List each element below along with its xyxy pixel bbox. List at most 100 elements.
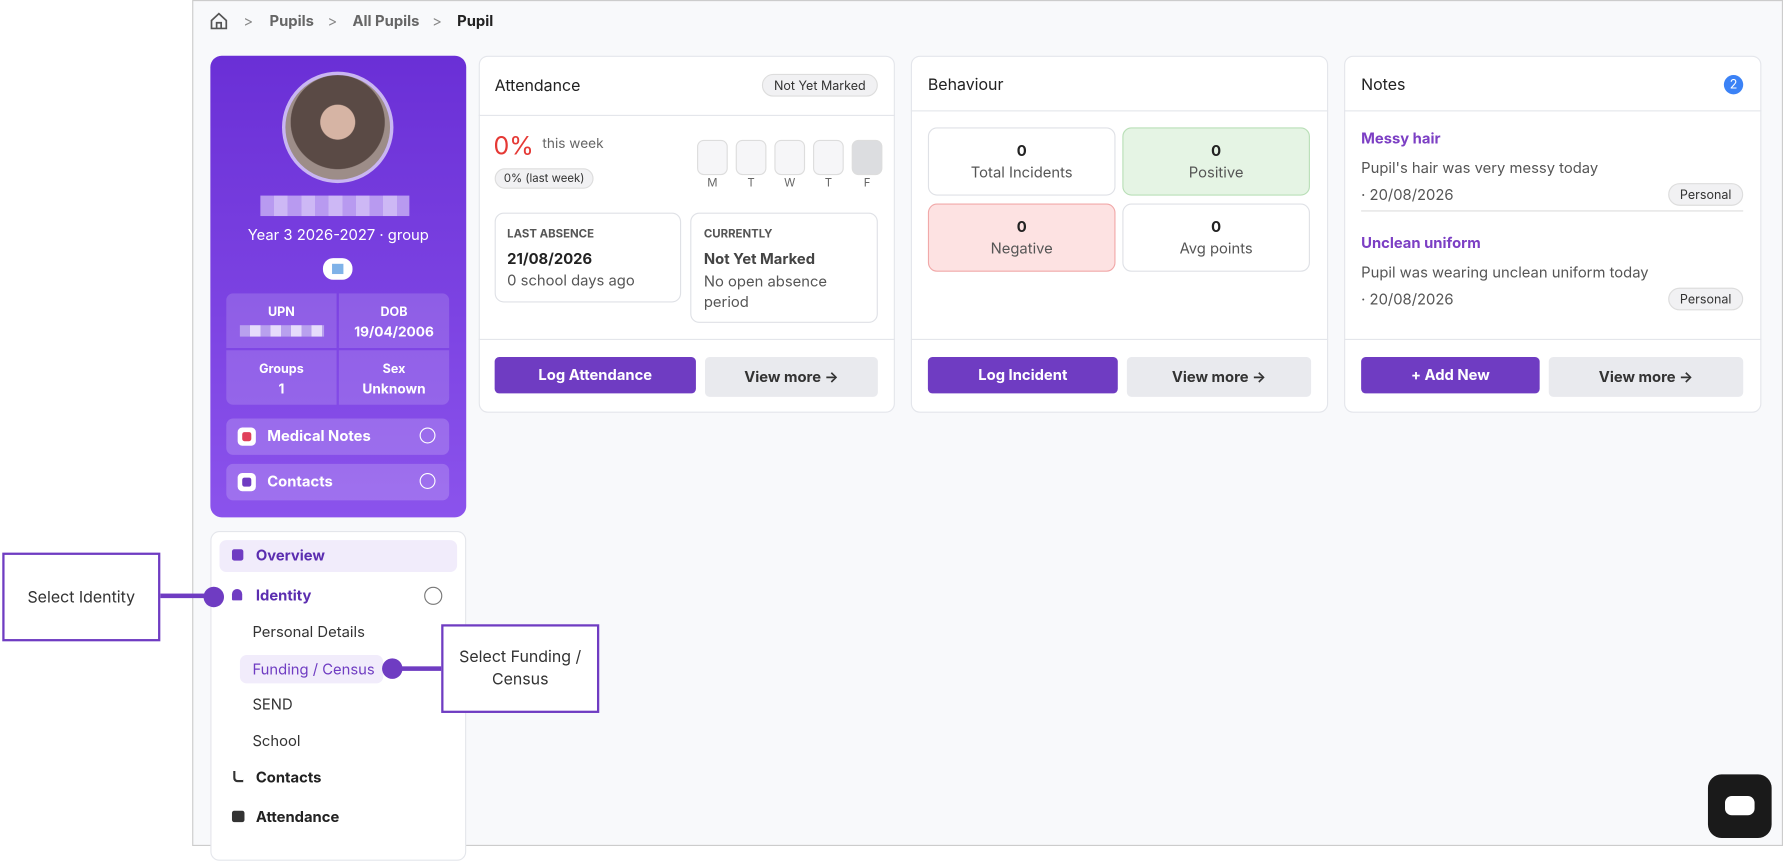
medical-notes-toggle[interactable]: Medical Notes — [226, 418, 450, 455]
note-tag: Personal — [1668, 183, 1744, 206]
last-week-badge: 0% (last week) — [494, 168, 594, 189]
note-date: · 20/08/2026 — [1361, 186, 1454, 205]
nav-item[interactable]: Attendance — [255, 808, 340, 827]
callout-line — [160, 593, 213, 599]
currently-box — [690, 212, 878, 323]
button-label: Log Incident — [978, 366, 1068, 385]
callout-dot — [203, 586, 225, 608]
stat-box — [1122, 127, 1310, 196]
day-label: T — [747, 176, 755, 190]
period-label: this week — [542, 134, 604, 152]
nav-item[interactable]: Overview — [255, 546, 325, 566]
nav-icon — [231, 589, 243, 601]
field-value: 1 — [278, 379, 285, 397]
day-label: M — [707, 176, 718, 190]
breadcrumb-link[interactable]: Pupils — [269, 12, 314, 31]
view-more-button[interactable]: View more → — [1548, 357, 1744, 397]
day-box — [735, 139, 767, 176]
home-icon[interactable] — [209, 11, 228, 30]
note-title[interactable]: Unclean uniform — [1361, 234, 1481, 253]
box-label: CURRENTLY — [703, 227, 773, 242]
box-label: LAST ABSENCE — [507, 227, 594, 242]
divider — [910, 338, 1329, 340]
nav-sub-active-bg — [239, 654, 384, 684]
current-status: Not Yet Marked — [703, 250, 816, 269]
status-badge: Not Yet Marked — [761, 73, 878, 97]
day-box — [813, 139, 844, 176]
nav-sub-item[interactable]: School — [252, 732, 301, 751]
separator: > — [327, 12, 338, 31]
divider — [478, 338, 895, 340]
stat-label: Total Incidents — [970, 163, 1073, 182]
attendance-percent: 0% — [493, 131, 534, 162]
section-label: Contacts — [267, 473, 333, 492]
card-title: Notes — [1361, 75, 1406, 95]
profile-field: UPN — [226, 293, 337, 348]
day-label: W — [784, 176, 796, 190]
day-box — [697, 139, 728, 176]
avatar — [282, 71, 394, 184]
callout-text: Select Funding / Census — [459, 647, 582, 690]
chevron — [424, 586, 443, 605]
field-label: Sex — [382, 360, 406, 377]
add-note-button[interactable]: + Add New — [1361, 357, 1540, 394]
callout-box: Select Identity — [2, 552, 161, 642]
callout-line — [392, 666, 443, 671]
notes-card — [1344, 55, 1762, 413]
chevron — [419, 427, 436, 444]
view-more-button[interactable]: View more → — [705, 357, 878, 397]
last-absence-box — [494, 212, 682, 303]
absence-date: 21/08/2026 — [507, 250, 593, 269]
chat-button[interactable] — [1707, 774, 1772, 839]
nav-sub-item[interactable]: Personal Details — [252, 623, 365, 642]
field-label: UPN — [268, 303, 295, 320]
stat-label: Positive — [1188, 163, 1244, 182]
button-label: View more — [1171, 367, 1249, 387]
field-value: Unknown — [362, 379, 426, 397]
nav-item[interactable]: Identity — [255, 586, 312, 605]
nav-sub-item[interactable]: Funding / Census — [252, 660, 375, 679]
upn-redacted — [239, 325, 324, 337]
callout-text: Select Identity — [27, 587, 136, 607]
contacts-toggle[interactable]: Contacts — [226, 463, 450, 501]
nav-item[interactable]: Contacts — [255, 768, 322, 787]
divider — [910, 110, 1329, 112]
group-label: Year 3 2026-2027 · group — [247, 226, 429, 245]
day-label: F — [863, 176, 871, 190]
card-title: Behaviour — [927, 75, 1004, 95]
day-label: T — [824, 176, 833, 190]
nav-icon — [233, 770, 244, 783]
divider — [1344, 110, 1762, 112]
note-tag: Personal — [1668, 287, 1744, 311]
callout-dot — [382, 658, 403, 679]
divider — [478, 114, 895, 116]
breadcrumb-link[interactable]: All Pupils — [352, 12, 420, 31]
note-title[interactable]: Messy hair — [1361, 129, 1441, 148]
chip-dot — [332, 263, 344, 275]
view-more-button[interactable]: View more → — [1126, 357, 1312, 397]
callout-box: Select Funding / Census — [441, 624, 600, 713]
nav-icon — [231, 810, 245, 823]
name-redacted — [260, 195, 410, 217]
field-label: DOB — [380, 303, 408, 320]
profile-field: DOB 19/04/2006 — [338, 293, 450, 348]
current-detail: No open absence period — [703, 272, 828, 312]
day-box — [774, 139, 806, 176]
card-title: Attendance — [494, 76, 581, 96]
button-label: View more — [744, 367, 822, 387]
breadcrumb-current: Pupil — [457, 12, 494, 31]
chevron — [419, 473, 436, 489]
nav-sub-item[interactable]: SEND — [252, 695, 293, 715]
field-label: Groups — [259, 360, 304, 377]
log-incident-button[interactable]: Log Incident — [927, 357, 1118, 394]
status-chip — [322, 258, 353, 280]
section-label: Medical Notes — [267, 427, 371, 446]
chat-icon — [1725, 795, 1755, 816]
nav-icon — [231, 549, 244, 561]
icon-fill — [242, 477, 252, 487]
log-attendance-button[interactable]: Log Attendance — [494, 357, 696, 394]
button-label: View more — [1598, 367, 1676, 387]
stat-label: Negative — [990, 239, 1053, 259]
divider — [1361, 210, 1744, 212]
